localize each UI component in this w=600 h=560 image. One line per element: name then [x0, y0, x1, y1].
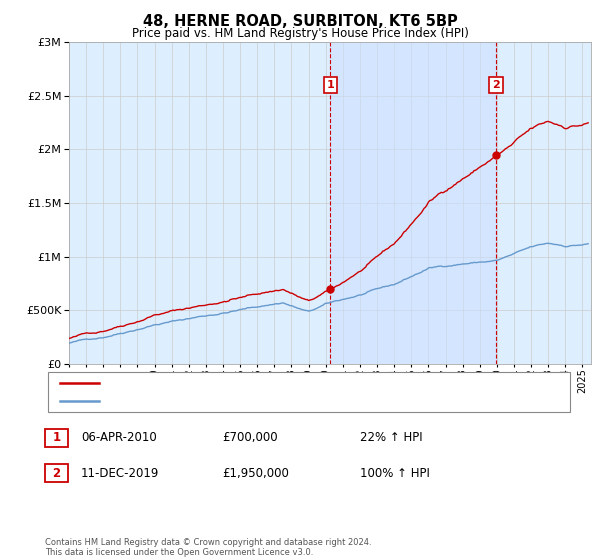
Text: HPI: Average price, detached house, Kingston upon Thames: HPI: Average price, detached house, King… [106, 395, 419, 405]
Text: £700,000: £700,000 [222, 431, 278, 445]
Text: Price paid vs. HM Land Registry's House Price Index (HPI): Price paid vs. HM Land Registry's House … [131, 27, 469, 40]
Text: 100% ↑ HPI: 100% ↑ HPI [360, 466, 430, 480]
Text: 1: 1 [52, 431, 61, 445]
Text: Contains HM Land Registry data © Crown copyright and database right 2024.
This d: Contains HM Land Registry data © Crown c… [45, 538, 371, 557]
Text: 48, HERNE ROAD, SURBITON, KT6 5BP: 48, HERNE ROAD, SURBITON, KT6 5BP [143, 14, 457, 29]
Bar [331, 42, 496, 364]
Text: 06-APR-2010: 06-APR-2010 [81, 431, 157, 445]
Text: 2: 2 [52, 466, 61, 480]
Text: 1: 1 [326, 80, 334, 90]
Text: £1,950,000: £1,950,000 [222, 466, 289, 480]
Text: 48, HERNE ROAD, SURBITON, KT6 5BP (detached house): 48, HERNE ROAD, SURBITON, KT6 5BP (detac… [106, 379, 399, 389]
Text: 22% ↑ HPI: 22% ↑ HPI [360, 431, 422, 445]
Text: 11-DEC-2019: 11-DEC-2019 [81, 466, 160, 480]
Text: 2: 2 [492, 80, 500, 90]
